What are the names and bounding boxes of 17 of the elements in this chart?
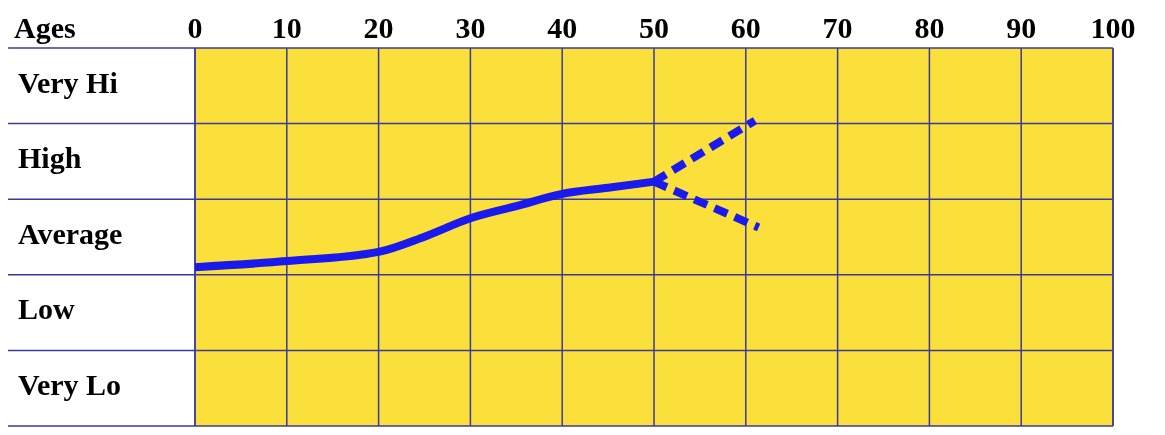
x-tick-label: 100 (1090, 11, 1136, 44)
text: Low (18, 292, 76, 326)
x-axis-title: Ages (14, 11, 76, 44)
text: High (18, 141, 82, 175)
x-tick-label: 80 (914, 11, 945, 44)
x-tick-label: 20 (363, 11, 394, 44)
x-tick-label: 90 (1006, 11, 1037, 44)
text: Very Lo (18, 367, 122, 401)
text: Average (18, 216, 123, 250)
x-tick-label: 60 (730, 11, 761, 44)
x-tick-label: 30 (455, 11, 486, 44)
x-tick-label: 10 (271, 11, 302, 44)
text: Very Hi (18, 65, 118, 99)
x-tick-label: 50 (639, 11, 669, 44)
x-tick-label: 70 (822, 11, 853, 44)
x-tick-label: 40 (547, 11, 578, 44)
x-tick-label: 0 (187, 11, 203, 44)
